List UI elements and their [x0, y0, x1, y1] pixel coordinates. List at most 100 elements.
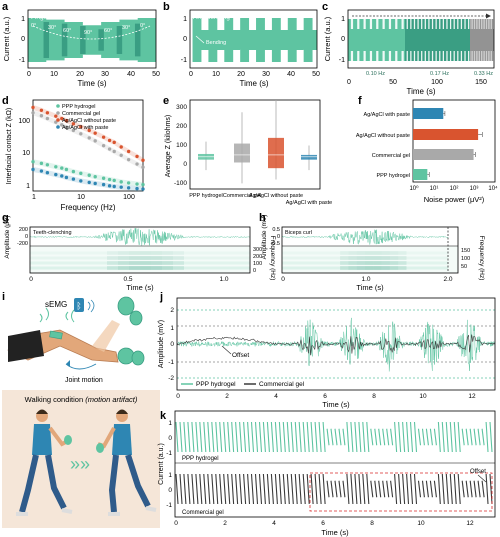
panel-g-signal: [30, 227, 250, 246]
oscillation-gap: [468, 19, 470, 29]
x-tick-label: 10: [417, 520, 425, 527]
oscillation-gap: [376, 19, 379, 29]
y-tick-label: -2: [168, 375, 174, 382]
signal-wave-right: [65, 309, 75, 323]
walker-right-legs: [108, 454, 151, 513]
spectrogram-band: [282, 256, 448, 260]
data-point: [79, 171, 83, 176]
x-tick-label: 100: [431, 79, 443, 86]
oscillation-gap: [468, 51, 470, 61]
data-point: [71, 122, 76, 126]
sensor-patch: [49, 330, 63, 340]
oscillation-gap: [464, 19, 466, 29]
angle-label: 90°: [84, 30, 92, 36]
y-tick-label-right: 100: [253, 261, 262, 267]
angle-label: 60°: [63, 28, 71, 34]
y-tick-label-right: 150: [461, 248, 470, 254]
spectrogram-cell: [118, 261, 129, 265]
spectrogram-cell: [118, 256, 129, 260]
oscillation-gap: [477, 51, 479, 61]
spectrogram-cell: [340, 266, 349, 270]
oscillation-gap: [491, 19, 492, 29]
data-point: [45, 111, 50, 115]
spectrogram-cell: [173, 251, 184, 255]
emg-trace: [30, 227, 250, 246]
legend-label: Ag/AgCl with paste: [62, 125, 108, 131]
dumbbell-upper-weight-2: [129, 310, 143, 326]
y-tick-label: 1: [341, 16, 345, 23]
panel-h-ylabel: Amplitude (mV): [261, 215, 268, 260]
data-point: [79, 179, 83, 183]
y-tick-label: 200: [19, 227, 28, 233]
x-tick-label: 0: [189, 71, 193, 78]
panel-a-frame: [27, 9, 157, 69]
legend-marker-commercial: [56, 111, 60, 115]
oscillation-gap: [479, 19, 480, 29]
panel-f-categories: Ag/AgCl with paste Ag/AgCl without paste…: [356, 112, 410, 179]
oscillation-gap: [491, 51, 492, 61]
data-point: [45, 171, 50, 175]
panel-j-xticks: 0 2 4 6 8 10 12: [176, 393, 476, 400]
oscillation-gap: [489, 51, 491, 61]
panel-h-frame: [281, 226, 459, 274]
y-tick-label: 1: [168, 472, 172, 479]
spectrogram-band: [30, 266, 250, 270]
y-tick-label: 0: [168, 435, 172, 442]
data-point: [60, 123, 64, 127]
panel-j-signal: [177, 317, 495, 372]
walking-title: Walking condition (motion artifact): [25, 395, 138, 404]
x-tick-label: 1.0: [361, 276, 370, 283]
x-tick-label: 150: [475, 79, 487, 86]
walker-right-dumbbell: [96, 443, 104, 453]
x-tick-label: 10¹: [430, 186, 439, 192]
data-point: [39, 169, 44, 173]
data-point: [101, 176, 106, 180]
panel-d-ylabel: Interfacial contact Z (kΩ): [6, 108, 13, 184]
panel-b-caption: Arm bending: [193, 14, 230, 21]
offset-label-k: Offset: [470, 469, 486, 475]
oscillation-gap: [401, 51, 404, 61]
y-tick-label: -1: [339, 57, 345, 64]
panel-a-xlabel: Time (s): [77, 79, 106, 88]
data-point: [126, 157, 131, 162]
category-label: Ag/AgCl with paste: [364, 112, 410, 118]
x-tick-label: 2: [223, 520, 227, 527]
oscillation-gap: [417, 51, 419, 61]
panel-g-spectrogram: [30, 251, 250, 270]
data-point: [107, 184, 112, 188]
oscillation-gap: [424, 51, 426, 61]
panel-f-bars: [413, 108, 483, 180]
panel-letter-a: a: [2, 1, 9, 13]
walking-illustration: Walking condition (motion artifact) »»: [2, 390, 160, 528]
spectrogram-cell: [348, 251, 357, 255]
legend-marker-ppp: [56, 104, 60, 108]
spectrogram-cell: [356, 251, 365, 255]
legend-marker-with-paste: [56, 125, 60, 129]
oscillation-gap: [442, 51, 444, 61]
walking-subtitle: (motion artifact): [85, 395, 138, 404]
x-tick-label: 50: [312, 71, 320, 78]
oscillation-gap: [493, 51, 494, 61]
dumbbell-lower-weight-2: [131, 350, 145, 366]
spectrogram-cell: [373, 256, 382, 260]
x-tick-label: 40: [127, 71, 135, 78]
x-tick-label: 8: [370, 520, 374, 527]
panel-d-frame: [32, 99, 144, 192]
panel-k-label-bottom: Commercial gel: [182, 510, 224, 516]
data-point: [119, 185, 123, 189]
angle-label: 30°: [48, 25, 56, 31]
spectrogram-cell: [348, 261, 357, 265]
x-tick-label: 2.0: [443, 276, 452, 283]
y-tick-label: -1: [19, 57, 25, 64]
panel-c-time-arrowhead: [486, 13, 491, 19]
category-label: Ag/AgCl without paste: [249, 193, 303, 199]
panel-f-xticks: 10⁰ 10¹ 10² 10³ 10⁴: [409, 185, 498, 192]
walker-right: [96, 409, 157, 516]
x-tick-label: 50: [389, 79, 397, 86]
spectrogram-cell: [151, 256, 162, 260]
panel-k-xticks: 0 2 4 6 8 10 12: [174, 520, 474, 527]
panel-letter-h: h: [259, 212, 266, 224]
y-tick-label: 300: [176, 104, 187, 111]
panel-h-xlabel: Time (s): [356, 283, 384, 292]
walking-box: [2, 390, 160, 528]
